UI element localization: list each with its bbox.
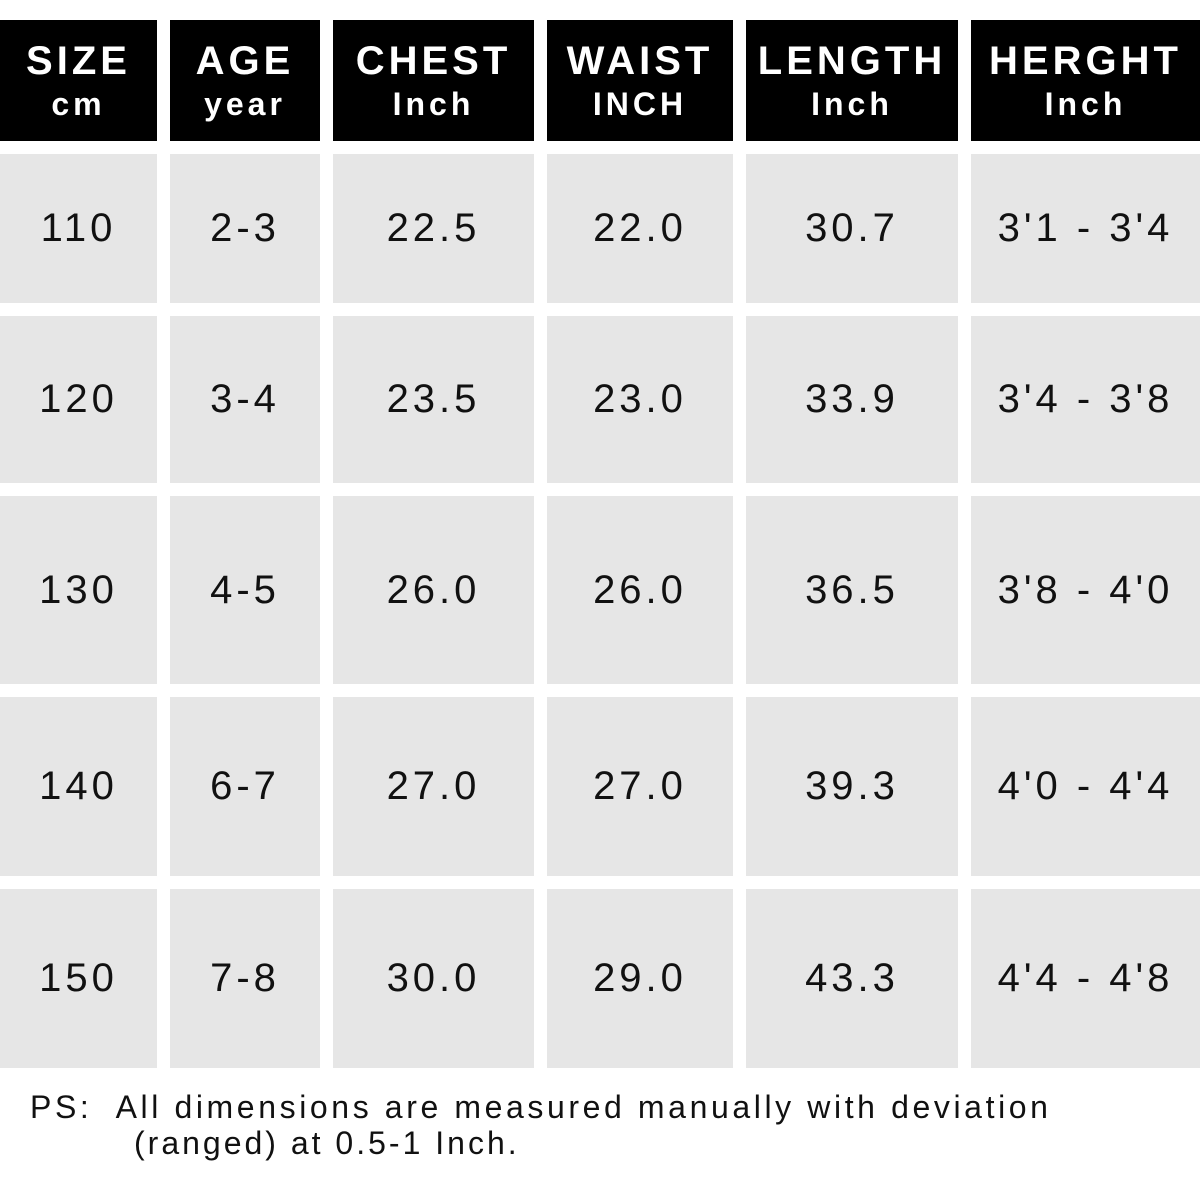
table-cell-height: 4'4 - 4'8: [971, 889, 1200, 1068]
table-cell-chest: 23.5: [333, 316, 534, 483]
table-cell-size: 150: [0, 889, 157, 1068]
header-size-unit: cm: [51, 85, 106, 122]
table-cell-size: 140: [0, 697, 157, 876]
table-cell-height: 4'0 - 4'4: [971, 697, 1200, 876]
header-length-unit: Inch: [811, 85, 893, 122]
table-cell-chest: 26.0: [333, 496, 534, 684]
header-waist: WAIST INCH: [547, 20, 733, 141]
table-cell-height: 3'8 - 4'0: [971, 496, 1200, 684]
header-height-unit: Inch: [1044, 85, 1127, 122]
header-length: LENGTH Inch: [746, 20, 958, 141]
table-cell-age: 3-4: [170, 316, 320, 483]
table-cell-length: 43.3: [746, 889, 958, 1068]
header-age: AGE year: [170, 20, 320, 141]
table-cell-waist: 23.0: [547, 316, 733, 483]
header-chest-label: CHEST: [355, 38, 512, 83]
note-line-1: PS: All dimensions are measured manually…: [30, 1089, 1052, 1125]
table-cell-chest: 30.0: [333, 889, 534, 1068]
header-height: HERGHT Inch: [971, 20, 1200, 141]
header-height-label: HERGHT: [989, 38, 1182, 83]
table-cell-length: 30.7: [746, 154, 958, 303]
table-cell-length: 39.3: [746, 697, 958, 876]
table-cell-chest: 22.5: [333, 154, 534, 303]
header-chest-unit: Inch: [392, 85, 475, 122]
header-waist-unit: INCH: [592, 85, 688, 122]
header-size: SIZE cm: [0, 20, 157, 141]
table-cell-waist: 29.0: [547, 889, 733, 1068]
table-cell-waist: 27.0: [547, 697, 733, 876]
table-cell-height: 3'1 - 3'4: [971, 154, 1200, 303]
header-age-label: AGE: [195, 38, 295, 83]
table-cell-waist: 26.0: [547, 496, 733, 684]
table-cell-height: 3'4 - 3'8: [971, 316, 1200, 483]
table-cell-size: 110: [0, 154, 157, 303]
table-cell-size: 130: [0, 496, 157, 684]
note-line-2: (ranged) at 0.5-1 Inch.: [134, 1125, 520, 1161]
measurement-note: PS: All dimensions are measured manually…: [30, 1089, 1190, 1161]
table-cell-length: 36.5: [746, 496, 958, 684]
table-cell-chest: 27.0: [333, 697, 534, 876]
header-waist-label: WAIST: [566, 38, 714, 83]
table-cell-size: 120: [0, 316, 157, 483]
header-size-label: SIZE: [26, 38, 131, 83]
table-cell-age: 4-5: [170, 496, 320, 684]
header-age-unit: year: [204, 85, 286, 122]
header-length-label: LENGTH: [757, 38, 947, 83]
table-cell-age: 7-8: [170, 889, 320, 1068]
table-cell-length: 33.9: [746, 316, 958, 483]
table-cell-age: 2-3: [170, 154, 320, 303]
table-cell-waist: 22.0: [547, 154, 733, 303]
header-chest: CHEST Inch: [333, 20, 534, 141]
table-cell-age: 6-7: [170, 697, 320, 876]
